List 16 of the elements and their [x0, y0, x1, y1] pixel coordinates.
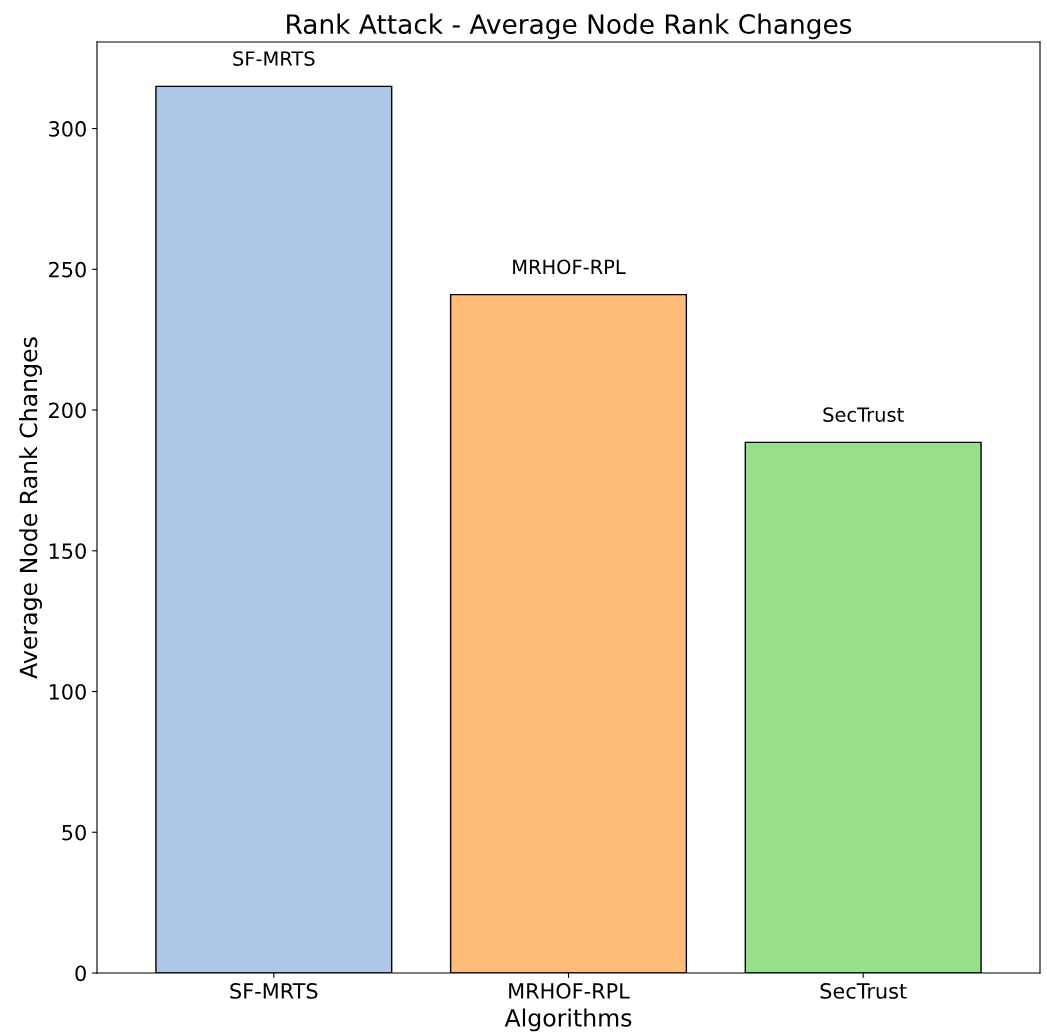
- y-tick-label: 100: [49, 683, 86, 700]
- annotation: SecTrust: [823, 407, 904, 422]
- y-tick-label: 150: [49, 543, 86, 559]
- chart-title: Rank Attack - Average Node Rank Changes: [287, 13, 852, 40]
- y-tick-label: 200: [49, 402, 86, 419]
- annotation: MRHOF-RPL: [513, 259, 626, 275]
- y-tick-label: 300: [49, 121, 86, 137]
- y-tick-label: 0: [75, 965, 86, 982]
- x-tick-label: SecTrust: [820, 983, 907, 999]
- x-tick-label: MRHOF-RPL: [509, 983, 630, 999]
- x-axis-title: Algorithms: [504, 1008, 632, 1032]
- annotation: SF-MRTS: [233, 51, 315, 66]
- y-tick-label: 50: [62, 824, 86, 841]
- y-tick-label: 250: [49, 261, 86, 278]
- y-axis-title: Average Node Rank Changes: [19, 337, 42, 679]
- x-tick-label: SF-MRTS: [230, 983, 318, 999]
